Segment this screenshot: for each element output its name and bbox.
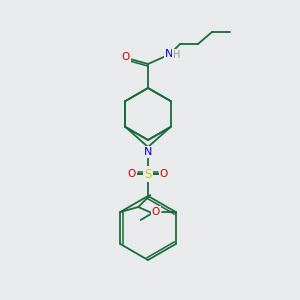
- Text: S: S: [144, 167, 152, 181]
- Text: O: O: [128, 169, 136, 179]
- Text: O: O: [152, 207, 160, 217]
- Text: O: O: [122, 52, 130, 62]
- Text: H: H: [173, 50, 181, 60]
- Text: N: N: [144, 147, 152, 157]
- Text: O: O: [160, 169, 168, 179]
- Text: N: N: [165, 49, 173, 59]
